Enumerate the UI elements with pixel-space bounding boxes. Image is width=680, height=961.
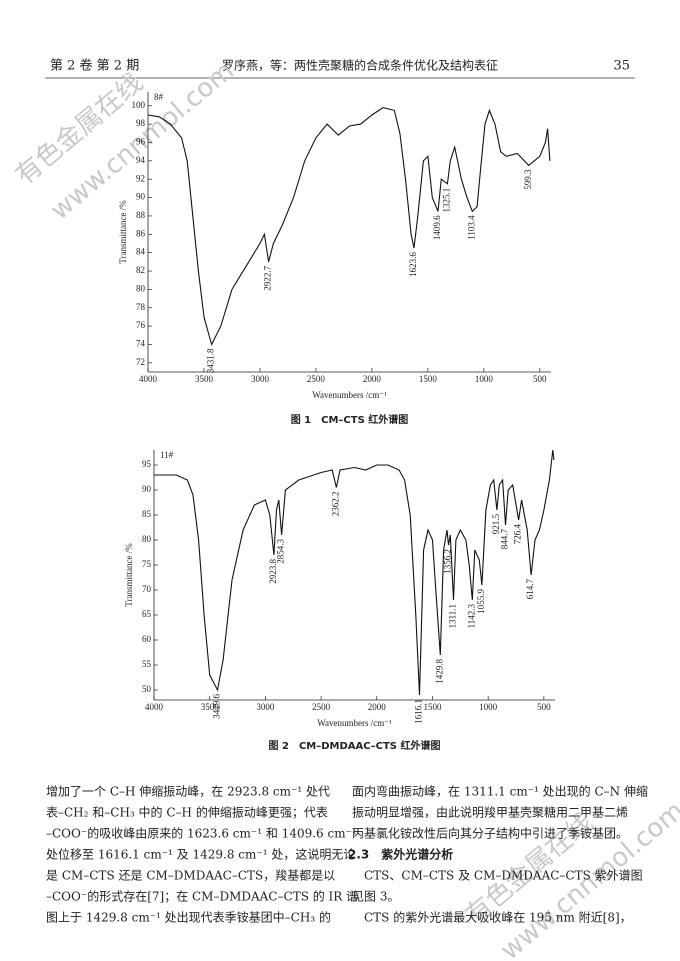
peak-label: 3429.6 — [212, 694, 222, 719]
x-axis-label: Wavenumbers /cm⁻¹ — [312, 390, 387, 400]
body-line: 面内弯曲振动峰，在 1311.1 cm⁻¹ 处出现的 C–N 伸缩 — [352, 784, 648, 799]
y-axis-label: Transmittance /% — [118, 200, 128, 264]
figure-caption: 图 1 CM–CTS 红外谱图 — [291, 413, 409, 426]
x-tick-label: 500 — [533, 374, 547, 384]
sample-label: 8# — [154, 92, 164, 102]
peak-label: 2922.7 — [263, 265, 273, 290]
body-line: 增加了一个 C–H 伸缩振动峰，在 2923.8 cm⁻¹ 处代 — [46, 784, 330, 799]
y-tick-label: 60 — [142, 634, 152, 644]
section-heading: 2.3 紫外光谱分析 — [348, 847, 453, 862]
peak-label: 1311.1 — [448, 604, 458, 628]
peak-label: 726.4 — [513, 524, 523, 545]
body-line: 丙基氯化铵改性后向其分子结构中引进了季铵基团。 — [352, 826, 628, 841]
y-tick-label: 90 — [136, 192, 146, 202]
y-tick-label: 72 — [136, 357, 145, 367]
y-tick-label: 80 — [142, 534, 152, 544]
x-tick-label: 1000 — [475, 374, 494, 384]
peak-label: 844.7 — [500, 529, 510, 550]
y-tick-label: 75 — [142, 559, 152, 569]
peak-label: 1409.6 — [432, 215, 442, 240]
header-left: 第 2 卷 第 2 期 — [50, 58, 139, 74]
body-line: –COO⁻的形式存在[7]；在 CM–DMDAAC–CTS 的 IR 谱 — [46, 889, 358, 904]
y-tick-label: 65 — [142, 609, 152, 619]
y-tick-label: 96 — [136, 137, 146, 147]
body-line: CTS、CM–CTS 及 CM–DMDAAC–CTS 紫外谱图 — [352, 869, 643, 883]
peak-label: 1055.9 — [476, 589, 486, 614]
body-line: CTS 的紫外光谱最大吸收峰在 195 nm 附近[8]， — [352, 910, 632, 925]
peak-label: 1142.3 — [466, 604, 476, 629]
x-tick-label: 3000 — [256, 702, 275, 712]
body-line: 是 CM–CTS 还是 CM–DMDAAC–CTS，羧基都是以 — [46, 868, 335, 883]
x-tick-label: 2000 — [363, 374, 382, 384]
y-tick-label: 50 — [142, 684, 152, 694]
x-tick-label: 2000 — [368, 702, 387, 712]
body-line: 表–CH₂ 和–CH₃ 中的 C–H 的伸缩振动峰更强；代表 — [46, 805, 328, 820]
x-axis-label: Wavenumbers /cm⁻¹ — [317, 718, 392, 728]
y-tick-label: 98 — [136, 118, 146, 128]
x-tick-label: 3000 — [251, 374, 270, 384]
y-tick-label: 74 — [136, 339, 146, 349]
peak-label: 1623.6 — [408, 252, 418, 277]
header-title: 罗序燕，等：两性壳聚糖的合成条件优化及结构表征 — [222, 58, 498, 73]
body-line: 处位移至 1616.1 cm⁻¹ 及 1429.8 cm⁻¹ 处，这说明无论 — [46, 847, 355, 862]
peak-label: 2362.2 — [330, 492, 340, 517]
x-tick-label: 2500 — [312, 702, 331, 712]
peak-label: 1103.4 — [466, 215, 476, 240]
x-tick-label: 500 — [537, 702, 551, 712]
body-line: 振动明显增强，由此说明羧甲基壳聚糖用二甲基二烯 — [352, 805, 628, 820]
peak-label: 1429.8 — [434, 659, 444, 684]
x-tick-label: 3500 — [195, 374, 214, 384]
peak-label: 1325.1 — [442, 188, 452, 213]
y-tick-label: 95 — [142, 459, 152, 469]
x-tick-label: 4000 — [139, 374, 158, 384]
peak-label: 1616.1 — [414, 699, 424, 724]
body-line: 图上于 1429.8 cm⁻¹ 处出现代表季铵基团中–CH₃ 的 — [46, 910, 331, 925]
x-tick-label: 1000 — [479, 702, 498, 712]
peak-label: 2854.3 — [276, 539, 286, 564]
body-line: 见图 3。 — [352, 890, 399, 904]
x-tick-label: 4000 — [145, 702, 164, 712]
y-tick-label: 55 — [142, 659, 152, 669]
sample-label: 11# — [160, 450, 174, 460]
y-tick-label: 84 — [136, 247, 146, 257]
x-tick-label: 2500 — [307, 374, 326, 384]
peak-label: 921.5 — [491, 514, 501, 535]
page-number: 35 — [613, 59, 630, 74]
y-tick-label: 76 — [136, 320, 146, 330]
y-tick-label: 100 — [132, 100, 146, 110]
spectrum — [147, 107, 551, 347]
x-tick-label: 3500 — [201, 702, 220, 712]
y-tick-label: 70 — [142, 584, 152, 594]
peak-label: 2923.8 — [268, 559, 278, 584]
peak-label: 614.7 — [525, 579, 535, 600]
y-tick-label: 94 — [136, 155, 146, 165]
peak-label: 1356.2 — [443, 549, 453, 574]
y-tick-label: 85 — [142, 509, 152, 519]
peak-label: 3431.8 — [206, 348, 216, 373]
x-tick-label: 1500 — [423, 702, 442, 712]
figure-caption: 图 2 CM–DMDAAC–CTS 红外谱图 — [269, 739, 441, 752]
spectrum — [154, 449, 555, 696]
y-tick-label: 86 — [136, 228, 146, 238]
y-tick-label: 82 — [136, 265, 145, 275]
y-tick-label: 92 — [136, 173, 145, 183]
y-tick-label: 88 — [136, 210, 146, 220]
peak-label: 599.3 — [523, 169, 533, 190]
body-line: –COO⁻的吸收峰由原来的 1623.6 cm⁻¹ 和 1409.6 cm⁻¹ — [46, 826, 357, 841]
y-tick-label: 90 — [142, 484, 152, 494]
x-tick-label: 1500 — [419, 374, 438, 384]
y-tick-label: 78 — [136, 302, 146, 312]
y-tick-label: 80 — [136, 283, 146, 293]
y-axis-label: Transmittance /% — [124, 543, 134, 607]
